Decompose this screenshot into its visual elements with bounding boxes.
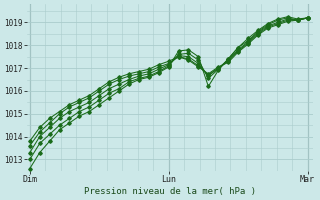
X-axis label: Pression niveau de la mer( hPa ): Pression niveau de la mer( hPa ) xyxy=(84,187,256,196)
